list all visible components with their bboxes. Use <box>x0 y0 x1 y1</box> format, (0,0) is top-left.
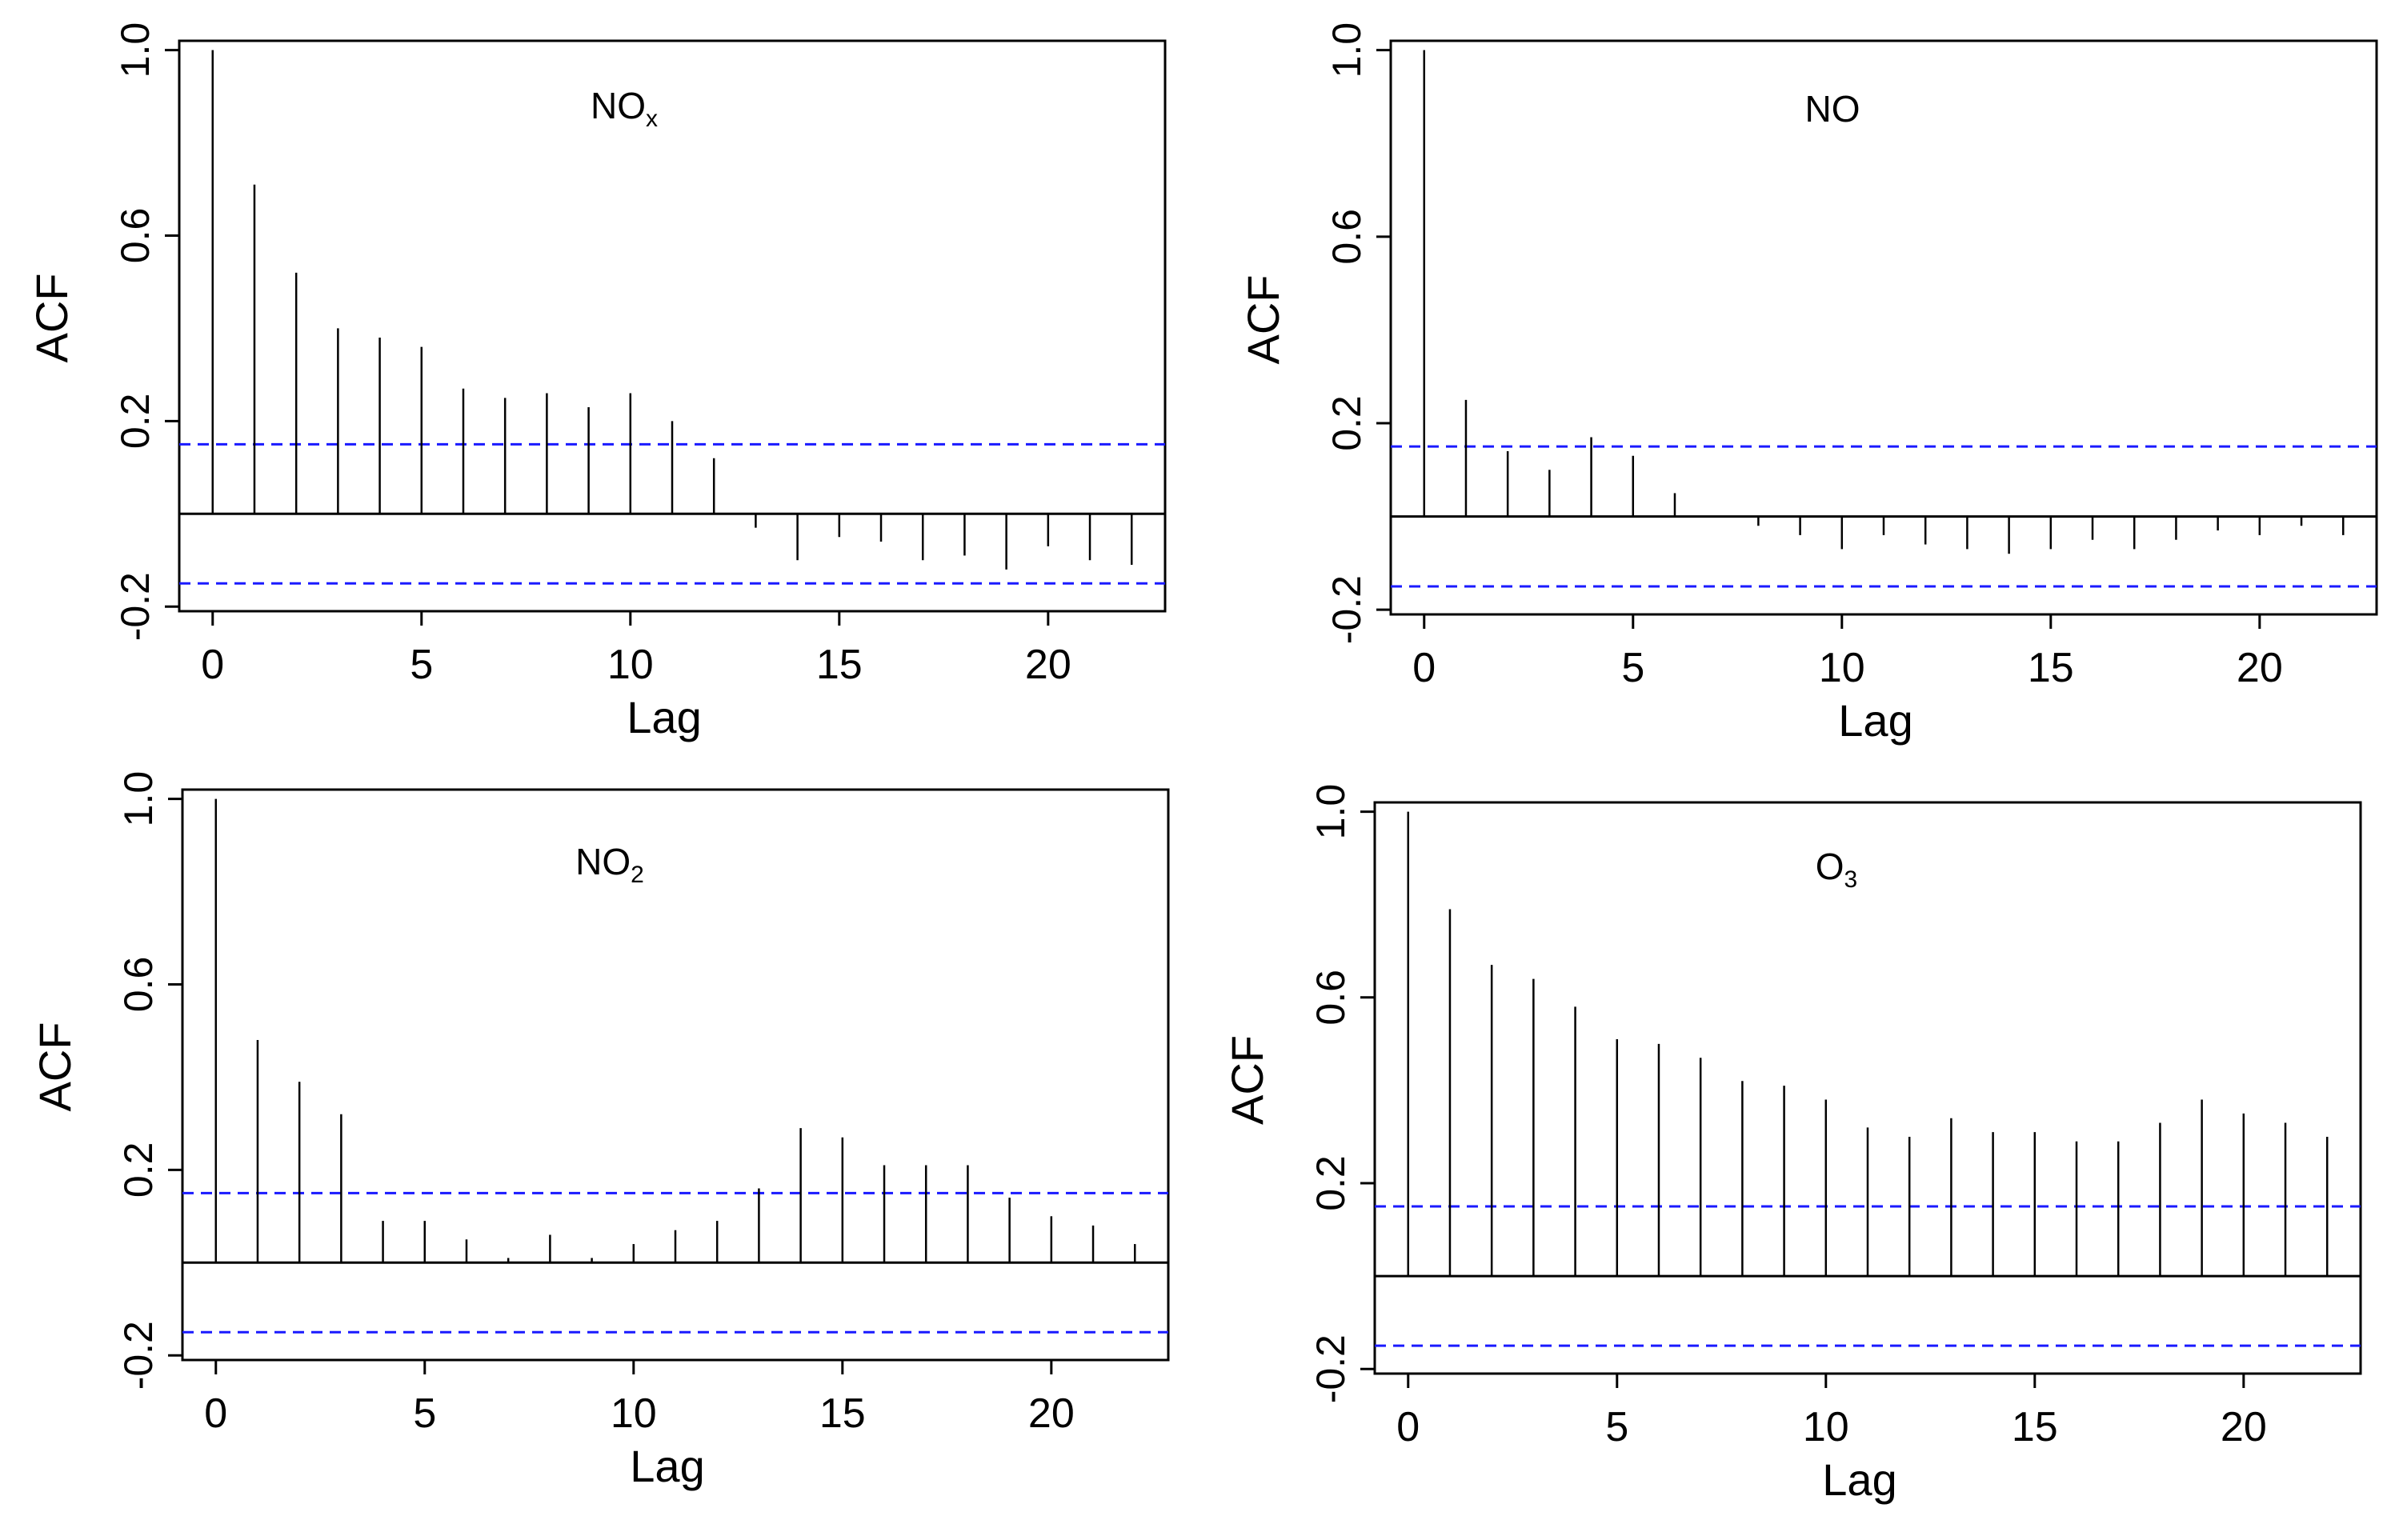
x-tick-label: 0 <box>1412 645 1436 691</box>
plot-frame <box>178 39 1167 613</box>
y-tick-label: 0.6 <box>1308 970 1353 1026</box>
y-tick-label: -0.2 <box>1324 575 1369 644</box>
x-tick-label: 0 <box>204 1390 227 1437</box>
plot-frame <box>1389 39 2378 616</box>
x-axis-label: Lag <box>630 1441 704 1491</box>
y-axis-label: ACF <box>30 1022 80 1112</box>
x-axis-label: Lag <box>627 692 701 742</box>
x-tick-label: 15 <box>2012 1404 2058 1450</box>
y-tick-label: -0.2 <box>113 572 158 641</box>
panel-title: NO <box>1805 88 1860 130</box>
x-tick-label: 15 <box>2028 645 2074 691</box>
x-tick-label: 15 <box>819 1390 866 1437</box>
panel-title: NO2 <box>575 841 644 888</box>
y-tick-label: -0.2 <box>1308 1334 1353 1403</box>
panel-title: O3 <box>1816 846 1857 893</box>
acf-panel-no: 0 5 10 15 20 Lag -0.2 0.2 0.6 1.0 ACF NO <box>1238 22 2378 746</box>
acf-panel-nox: 0 5 10 15 20 Lag -0.2 0.2 0.6 1.0 ACF NOx <box>26 22 1167 742</box>
x-tick-label: 10 <box>607 642 654 688</box>
acf-panel-o3: 0 5 10 15 20 Lag -0.2 0.2 0.6 1.0 ACF O3 <box>1222 784 2362 1505</box>
plot-frame <box>181 788 1170 1362</box>
y-tick-label: -0.2 <box>116 1321 161 1390</box>
y-tick-label: 1.0 <box>1308 784 1353 840</box>
x-tick-label: 0 <box>201 642 224 688</box>
x-axis-label: Lag <box>1838 695 1912 746</box>
x-tick-label: 15 <box>816 642 863 688</box>
x-tick-label: 5 <box>413 1390 436 1437</box>
x-tick-label: 5 <box>410 642 433 688</box>
y-tick-label: 1.0 <box>116 771 161 827</box>
panel-title: NOx <box>591 85 658 132</box>
x-tick-label: 10 <box>611 1390 657 1437</box>
x-axis-label: Lag <box>1822 1454 1896 1505</box>
x-tick-label: 10 <box>1819 645 1865 691</box>
x-tick-label: 20 <box>2237 645 2283 691</box>
x-tick-label: 20 <box>1028 1390 1075 1437</box>
x-tick-label: 5 <box>1621 645 1644 691</box>
y-tick-label: 0.2 <box>116 1142 161 1198</box>
y-tick-label: 0.2 <box>113 394 158 450</box>
y-tick-label: 1.0 <box>113 22 158 78</box>
y-axis-label: ACF <box>1238 275 1288 365</box>
x-tick-label: 0 <box>1396 1404 1420 1450</box>
x-tick-label: 20 <box>1025 642 1071 688</box>
x-tick-label: 5 <box>1605 1404 1628 1450</box>
y-tick-label: 0.2 <box>1324 395 1369 451</box>
y-tick-label: 0.6 <box>1324 209 1369 265</box>
x-tick-label: 20 <box>2221 1404 2267 1450</box>
y-axis-label: ACF <box>1222 1035 1272 1125</box>
y-tick-label: 0.2 <box>1308 1155 1353 1211</box>
acf-panel-no2: 0 5 10 15 20 Lag -0.2 0.2 0.6 1.0 ACF NO2 <box>30 771 1170 1491</box>
y-tick-label: 1.0 <box>1324 22 1369 78</box>
y-axis-label: ACF <box>26 274 77 363</box>
x-tick-label: 10 <box>1803 1404 1849 1450</box>
y-tick-label: 0.6 <box>116 957 161 1013</box>
plot-frame <box>1373 801 2362 1375</box>
y-tick-label: 0.6 <box>113 208 158 264</box>
